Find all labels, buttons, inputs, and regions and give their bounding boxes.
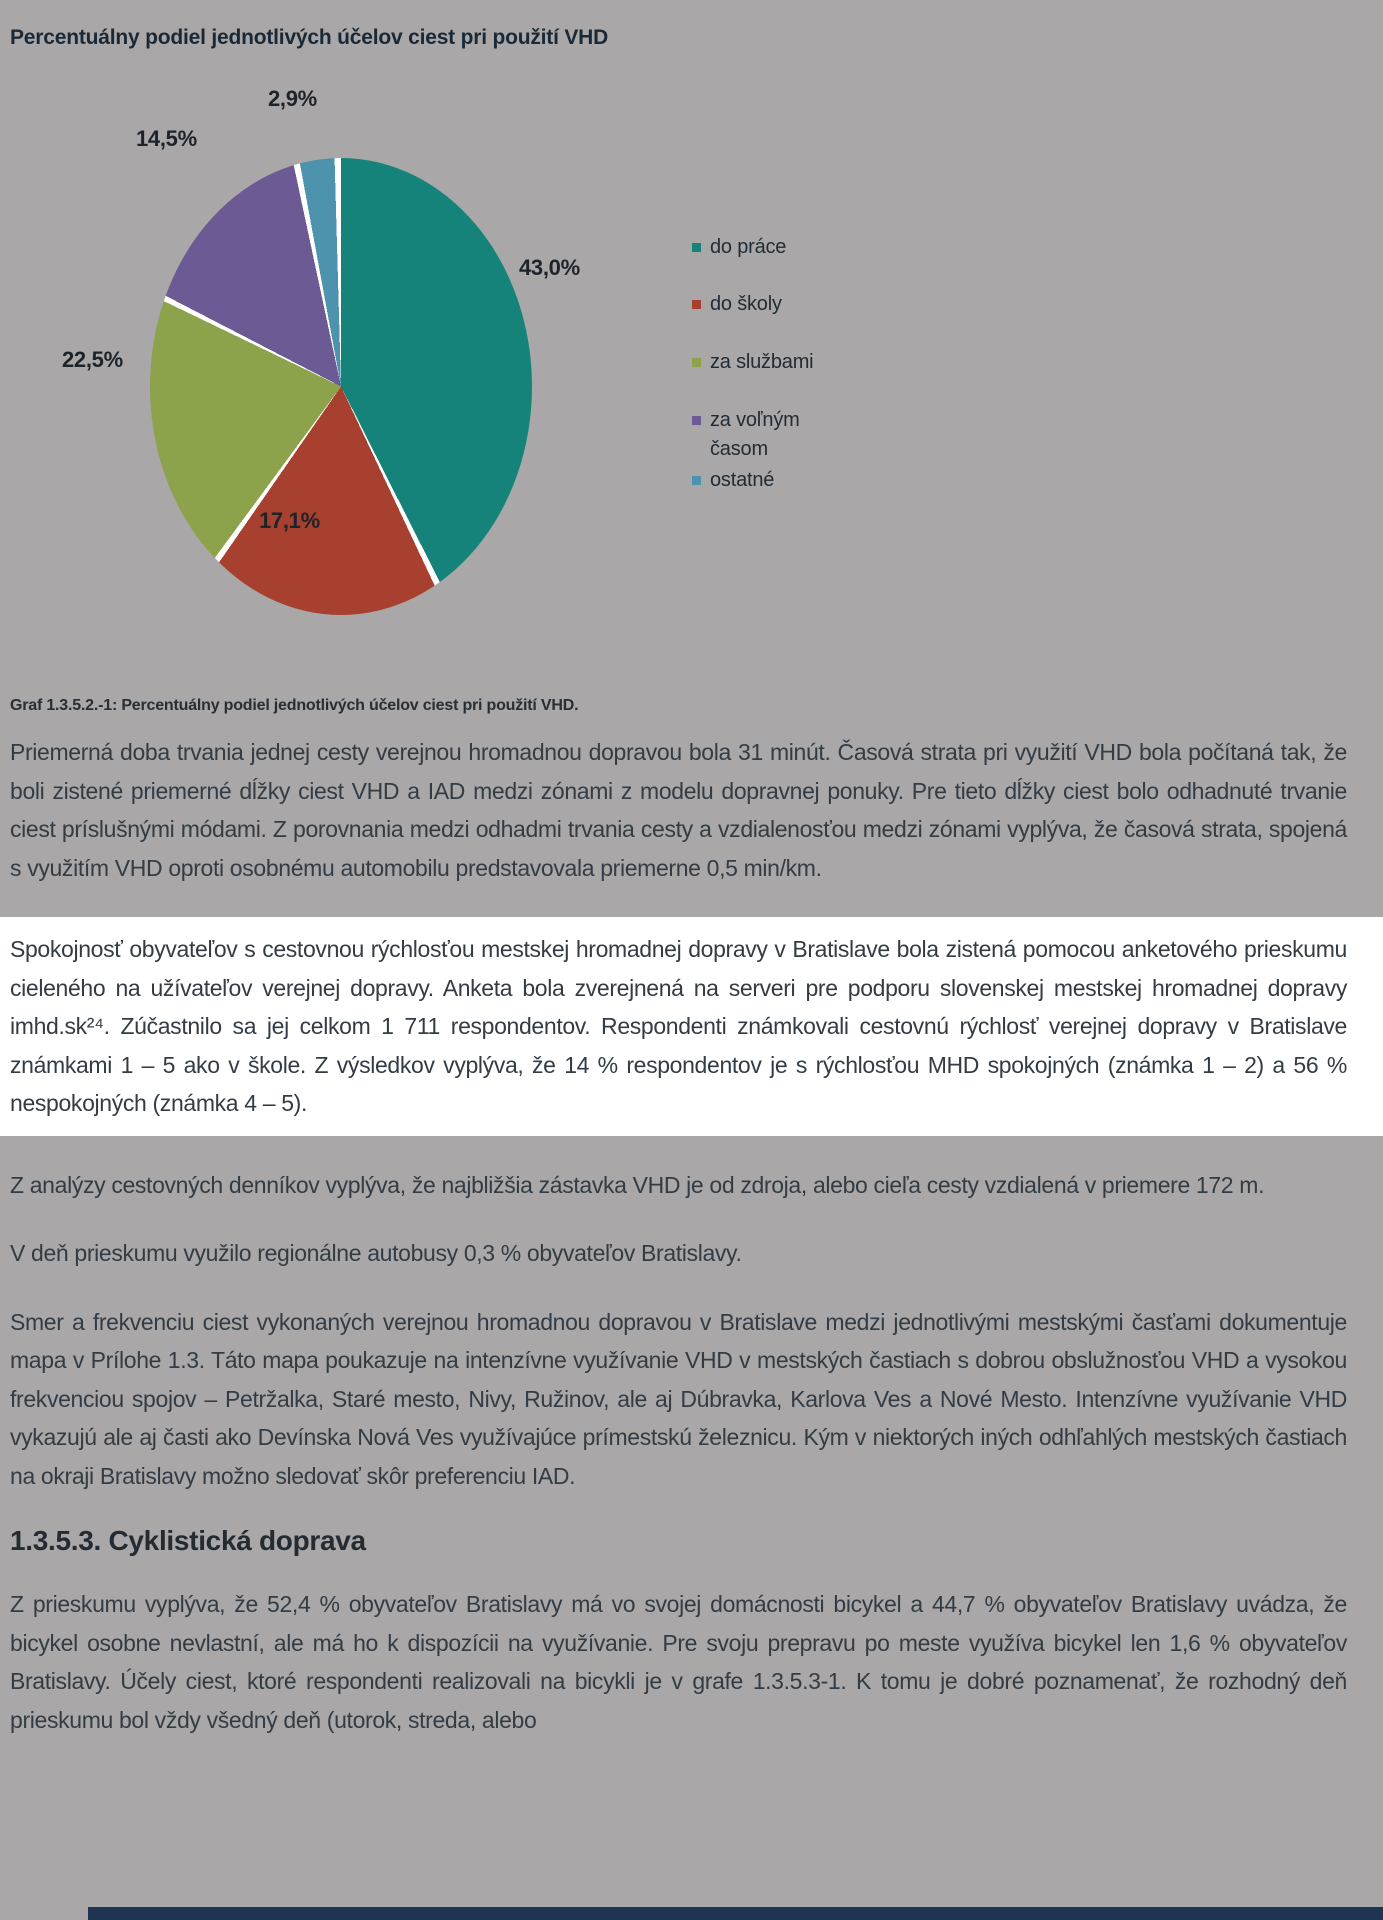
legend-item-za-volnym-casom: za voľným časom xyxy=(692,406,822,464)
section-heading-cycling: 1.3.5.3. Cyklistická doprava xyxy=(10,1525,366,1556)
legend-swatch-icon xyxy=(692,243,701,252)
legend-swatch-icon xyxy=(692,300,701,309)
legend-label: do školy xyxy=(710,293,782,315)
footer-bar xyxy=(88,1907,1383,1920)
legend-swatch-icon xyxy=(692,358,701,367)
legend-item-do-skoly: do školy xyxy=(692,290,852,319)
pie-chart-figure: 43,0% 17,1% 22,5% 14,5% 2,9% do práce do… xyxy=(0,70,1383,670)
pie-label-do-prace: 43,0% xyxy=(519,255,580,280)
pie-label-za-sluzbami: 22,5% xyxy=(62,347,123,372)
legend-swatch-icon xyxy=(692,476,701,485)
pie-chart xyxy=(150,158,532,615)
legend-item-do-prace: do práce xyxy=(692,233,852,262)
pie-label-do-skoly: 17,1% xyxy=(259,508,320,533)
paragraph-travel-time: Priemerná doba trvania jednej cesty vere… xyxy=(10,739,1347,881)
paragraph-trip-direction-frequency: Smer a frekvenciu ciest vykonaných verej… xyxy=(10,1308,1347,1489)
paragraph-satisfaction-survey: Spokojnosť obyvateľov s cestovnou rýchlo… xyxy=(10,936,1347,1116)
legend-label: ostatné xyxy=(710,469,775,491)
page-title: Percentuálny podiel jednotlivých účelov … xyxy=(10,26,609,49)
legend-item-za-sluzbami: za službami xyxy=(692,348,852,377)
chart-caption: Graf 1.3.5.2.-1: Percentuálny podiel jed… xyxy=(10,697,579,714)
body-text-column: Priemerná doba trvania jednej cesty vere… xyxy=(0,733,1383,1769)
legend-label: do práce xyxy=(710,236,787,258)
pie-label-ostatne: 2,9% xyxy=(268,86,317,111)
paragraph-stop-distance: Z analýzy cestovných denníkov vyplýva, ž… xyxy=(10,1171,1265,1198)
highlight-band: Spokojnosť obyvateľov s cestovnou rýchlo… xyxy=(0,917,1383,1136)
pie-label-za-volnym-casom: 14,5% xyxy=(136,126,197,151)
paragraph-cycling-survey: Z prieskumu vyplýva, že 52,4 % obyvateľo… xyxy=(10,1591,1347,1733)
legend-label: za službami xyxy=(710,351,814,373)
legend-label: za voľným časom xyxy=(710,409,800,460)
paragraph-regional-buses: V deň prieskumu využilo regionálne autob… xyxy=(10,1240,742,1266)
legend-item-ostatne: ostatné xyxy=(692,466,852,495)
legend-swatch-icon xyxy=(692,416,701,425)
